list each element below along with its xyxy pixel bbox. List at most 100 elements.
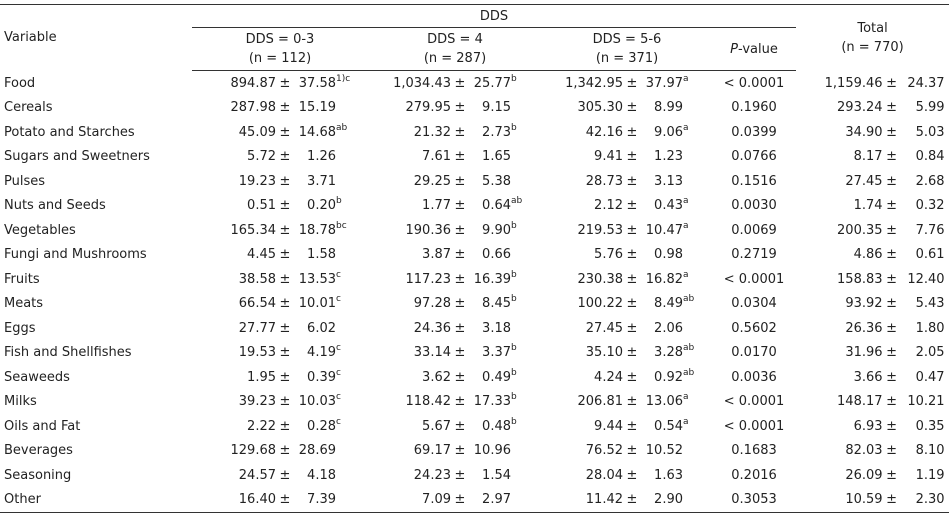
mean-value: 28.04 bbox=[585, 467, 623, 483]
group-cell: 45.09 ±14.68 ab bbox=[192, 120, 368, 145]
mean-value: 1.77 bbox=[422, 198, 451, 214]
p-value: 0.2016 bbox=[731, 467, 777, 483]
se-value: 2.68 bbox=[915, 173, 945, 189]
plus-minus: ± bbox=[626, 443, 638, 459]
pvalue-header: P-value bbox=[712, 27, 797, 71]
group-cell: 19.23 ±3.71 bbox=[192, 169, 368, 194]
p-value: 0.3053 bbox=[712, 487, 797, 513]
plus-minus: ± bbox=[454, 467, 466, 483]
se-value: 28.69 bbox=[298, 443, 336, 459]
se-value: 2.73 bbox=[482, 124, 511, 140]
plus-minus: ± bbox=[279, 75, 291, 91]
row-variable: Nuts and Seeds bbox=[4, 198, 106, 214]
se-value: 2.06 bbox=[654, 320, 683, 336]
mean-value: 6.93 bbox=[853, 418, 883, 434]
total-cell: 158.83 ±12.40 bbox=[796, 267, 949, 292]
pvalue-rest: -value bbox=[738, 41, 778, 57]
se-value: 13.06 bbox=[645, 394, 683, 410]
group-cell: 894.87 ±37.58 1)c bbox=[192, 71, 368, 96]
total-cell: 8.17 ±0.84 bbox=[796, 145, 949, 170]
mean-value: 5.76 bbox=[594, 247, 623, 263]
se-value: 0.54 bbox=[654, 418, 683, 434]
p-value: 0.0399 bbox=[731, 124, 777, 140]
plus-minus: ± bbox=[454, 296, 466, 312]
se-value: 0.35 bbox=[915, 418, 945, 434]
superscript-mark: 1)c bbox=[336, 73, 351, 84]
plus-minus: ± bbox=[886, 443, 897, 459]
se-value: 14.68 bbox=[298, 124, 336, 140]
mean-value: 82.03 bbox=[845, 443, 883, 459]
group-cell: 190.36 ±9.90 b bbox=[368, 218, 542, 243]
plus-minus: ± bbox=[626, 296, 638, 312]
mean-value: 69.17 bbox=[413, 443, 451, 459]
plus-minus: ± bbox=[626, 100, 638, 116]
superscript-mark: c bbox=[336, 343, 341, 354]
plus-minus: ± bbox=[454, 369, 466, 385]
superscript-mark: a bbox=[683, 122, 689, 133]
mean-value: 8.17 bbox=[853, 149, 883, 165]
group-cell: 1.95 ±0.39 c bbox=[192, 365, 368, 390]
row-variable: Potato and Starches bbox=[4, 124, 135, 140]
p-value: 0.1683 bbox=[731, 443, 777, 459]
mean-value: 2.22 bbox=[247, 418, 276, 434]
se-value: 16.82 bbox=[645, 271, 683, 287]
mean-value: 9.41 bbox=[594, 149, 623, 165]
group-header-4: DDS = 4 (n = 287) bbox=[368, 27, 542, 71]
plus-minus: ± bbox=[454, 320, 466, 336]
se-value: 1.54 bbox=[482, 467, 511, 483]
group-cell: 5.67 ±0.48 b bbox=[368, 414, 542, 439]
plus-minus: ± bbox=[886, 320, 897, 336]
plus-minus: ± bbox=[886, 247, 897, 263]
plus-minus: ± bbox=[454, 492, 466, 508]
plus-minus: ± bbox=[626, 222, 638, 238]
se-value: 3.13 bbox=[654, 173, 683, 189]
total-cell: 27.45 ±2.68 bbox=[796, 169, 949, 194]
superscript-mark: b bbox=[511, 343, 517, 354]
plus-minus: ± bbox=[454, 345, 466, 361]
se-value: 25.77 bbox=[473, 75, 511, 91]
p-value: 0.1516 bbox=[731, 173, 777, 189]
plus-minus: ± bbox=[886, 222, 897, 238]
plus-minus: ± bbox=[626, 271, 638, 287]
plus-minus: ± bbox=[454, 443, 466, 459]
se-value: 0.84 bbox=[915, 149, 945, 165]
row-variable: Fruits bbox=[4, 271, 40, 287]
row-variable: Fish and Shellfishes bbox=[4, 345, 132, 361]
superscript-mark: ab bbox=[683, 343, 695, 354]
se-value: 10.03 bbox=[298, 394, 336, 410]
p-value: < 0.0001 bbox=[723, 271, 785, 287]
mean-value: 7.09 bbox=[422, 492, 451, 508]
plus-minus: ± bbox=[886, 418, 897, 434]
group-cell: 2.22 ±0.28 c bbox=[192, 414, 368, 439]
plus-minus: ± bbox=[886, 271, 897, 287]
mean-value: 24.36 bbox=[413, 320, 451, 336]
group-cell: 9.44 ±0.54 a bbox=[542, 414, 712, 439]
mean-value: 3.87 bbox=[422, 247, 451, 263]
group-cell: 39.23 ±10.03 c bbox=[192, 390, 368, 415]
superscript-mark: b bbox=[511, 122, 517, 133]
dds-header: DDS bbox=[192, 4, 797, 28]
se-value: 1.63 bbox=[654, 467, 683, 483]
table-row: Sugars and Sweetners 5.72 ±1.26 7.61 ±1.65 9.… bbox=[0, 145, 949, 170]
total-label: Total bbox=[857, 20, 888, 36]
mean-value: 33.14 bbox=[413, 345, 451, 361]
plus-minus: ± bbox=[454, 247, 466, 263]
total-cell: 31.96 ±2.05 bbox=[796, 341, 949, 366]
se-value: 3.37 bbox=[482, 345, 511, 361]
mean-value: 129.68 bbox=[230, 443, 277, 459]
group-cell: 219.53 ±10.47 a bbox=[542, 218, 712, 243]
plus-minus: ± bbox=[279, 369, 291, 385]
se-value: 0.48 bbox=[482, 418, 511, 434]
se-value: 12.40 bbox=[907, 271, 945, 287]
mean-value: 165.34 bbox=[230, 222, 277, 238]
se-value: 0.47 bbox=[915, 369, 945, 385]
group-cell: 5.72 ±1.26 bbox=[192, 145, 368, 170]
plus-minus: ± bbox=[279, 492, 291, 508]
plus-minus: ± bbox=[626, 149, 638, 165]
group-cell: 28.04 ±1.63 bbox=[542, 463, 712, 488]
group-cell: 118.42 ±17.33 b bbox=[368, 390, 542, 415]
se-value: 0.32 bbox=[915, 198, 945, 214]
total-cell: 26.09 ±1.19 bbox=[796, 463, 949, 488]
superscript-mark: b bbox=[511, 416, 517, 427]
plus-minus: ± bbox=[454, 149, 466, 165]
